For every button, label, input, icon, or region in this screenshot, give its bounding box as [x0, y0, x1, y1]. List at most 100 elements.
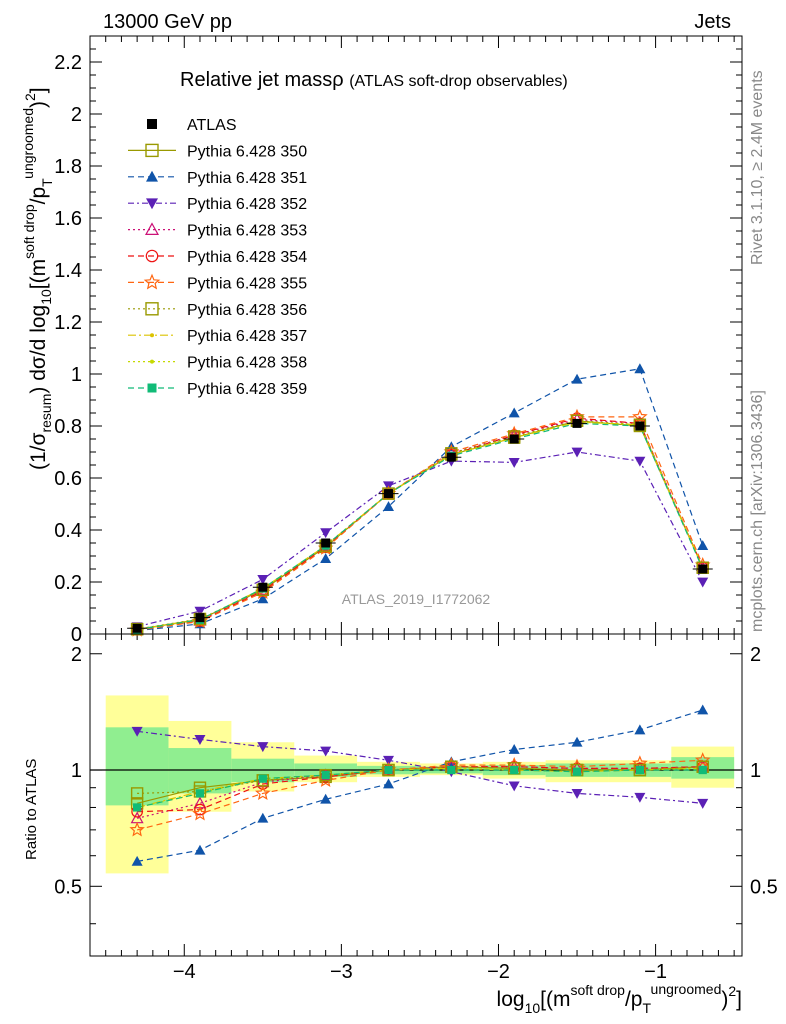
- series-351-point-main: [257, 593, 269, 604]
- y-tick-label-main: 0: [71, 624, 82, 646]
- series-359-point-ratio: [321, 771, 330, 780]
- legend-entry-355: Pythia 6.428 355: [128, 273, 307, 292]
- series-359-point-ratio: [447, 765, 456, 775]
- series-359-point-ratio: [258, 774, 267, 783]
- legend-marker: [150, 333, 154, 338]
- legend-label: Pythia 6.428 358: [187, 355, 307, 372]
- series-351-point-ratio: [697, 704, 709, 715]
- y-tick-label-main: 2.2: [54, 52, 82, 74]
- series-351-point-ratio: [571, 736, 583, 747]
- legend-entry-354: Pythia 6.428 354: [128, 249, 307, 266]
- series-356-point-ratio: [130, 787, 144, 800]
- y-tick-label-main: 0.8: [54, 416, 82, 438]
- legend-entry-atlas: ATLAS: [147, 117, 237, 134]
- y-tick-label-main: 0.2: [54, 572, 82, 594]
- series-350-line-ratio: [136, 766, 703, 804]
- series-357-line-main: [137, 421, 704, 631]
- series-lines: [136, 368, 704, 862]
- series-351-point-ratio: [194, 844, 206, 855]
- rivet-version-label: Rivet 3.1.10, ≥ 2.4M events: [749, 70, 766, 265]
- series-352-point-ratio: [320, 746, 332, 757]
- legend-marker: [145, 249, 159, 263]
- series-356-point-ratio: [382, 763, 395, 777]
- series-351-point-main: [571, 373, 583, 384]
- analysis-watermark: ATLAS_2019_I1772062: [342, 591, 491, 607]
- legend-marker: [146, 198, 158, 210]
- legend-label: Pythia 6.428 351: [187, 170, 307, 187]
- legend-marker: [144, 222, 160, 235]
- series-355-point-ratio: [192, 805, 208, 821]
- atlas-point: [635, 421, 645, 431]
- series-355-line-ratio: [136, 759, 703, 831]
- header-energy-label: 13000 GeV pp: [103, 11, 232, 33]
- series-352-point-main: [194, 606, 206, 617]
- series-351-point-main: [508, 407, 520, 418]
- legend-label: Pythia 6.428 354: [187, 249, 307, 266]
- y-tick-label-ratio: 1: [71, 760, 82, 782]
- series-markers: [127, 363, 713, 866]
- series-352-point-ratio: [571, 788, 583, 799]
- atlas-point: [132, 623, 142, 633]
- series-359-point-ratio: [635, 765, 645, 775]
- series-352-point-main: [634, 456, 646, 467]
- series-352-point-main: [508, 458, 520, 468]
- header-jets-label: Jets: [694, 11, 731, 33]
- legend-entry-358: Pythia 6.428 358: [128, 355, 307, 372]
- mcplots-reference-label: mcplots.cern.ch [arXiv:1306.3436]: [749, 390, 766, 632]
- series-351-point-main: [697, 540, 709, 550]
- legend-marker: [145, 302, 159, 316]
- y-tick-label-ratio: 2: [71, 644, 82, 666]
- series-351-point-main: [320, 553, 332, 563]
- plot-title: Relative jet massρ (ATLAS soft-drop obse…: [180, 69, 568, 91]
- legend-entry-352: Pythia 6.428 352: [128, 196, 307, 213]
- series-355-point-ratio: [129, 821, 145, 837]
- y-tick-label-ratio-right: 2: [750, 644, 761, 666]
- series-359-point-ratio: [698, 765, 707, 775]
- atlas-point: [446, 452, 456, 462]
- atlas-point: [572, 418, 582, 428]
- atlas-point: [321, 538, 331, 548]
- legend-marker: [145, 143, 159, 158]
- series-352-point-ratio: [257, 742, 269, 753]
- legend-label: Pythia 6.428 352: [187, 196, 307, 213]
- y-tick-label-main: 2: [71, 104, 82, 126]
- legend-marker: [150, 359, 154, 364]
- series-351-point-ratio: [257, 812, 269, 823]
- series-351-point-main: [383, 501, 395, 511]
- legend-label: Pythia 6.428 356: [187, 302, 307, 319]
- legend-entry-359: Pythia 6.428 359: [128, 381, 307, 398]
- series-355-line-main: [137, 416, 704, 631]
- atlas-point: [258, 582, 268, 592]
- ratio-y-axis-label: Ratio to ATLAS: [23, 759, 40, 860]
- series-352-point-ratio: [697, 798, 709, 809]
- series-356-point-main: [130, 622, 144, 636]
- legend-entry-353: Pythia 6.428 353: [128, 222, 307, 240]
- series-352-point-main: [697, 577, 709, 588]
- y-tick-label-main: 1.8: [54, 156, 82, 178]
- series-352-point-ratio: [383, 755, 395, 766]
- legend-marker-atlas: [147, 119, 157, 129]
- x-tick-label: −1: [644, 961, 667, 983]
- legend-label: Pythia 6.428 355: [187, 275, 307, 292]
- plot-subtitle: (ATLAS soft-drop observables): [349, 73, 567, 90]
- legend-entry-357: Pythia 6.428 357: [128, 328, 307, 345]
- series-351-point-main: [634, 363, 646, 374]
- y-tick-label-main: 1.2: [54, 312, 82, 334]
- y-tick-label-ratio-right: 1: [750, 760, 761, 782]
- series-352-point-ratio: [194, 735, 206, 745]
- series-351-point-ratio: [320, 793, 332, 804]
- series-359-line-ratio: [136, 769, 703, 809]
- series-359-point-ratio: [384, 765, 393, 775]
- series-352-point-ratio: [634, 792, 646, 803]
- y-tick-label-main: 0.4: [54, 520, 82, 542]
- y-tick-label-ratio-right: 0.5: [750, 876, 778, 898]
- legend-entry-351: Pythia 6.428 351: [128, 170, 307, 187]
- x-tick-label: −4: [173, 961, 196, 983]
- x-tick-label: −3: [330, 961, 353, 983]
- series-351-point-ratio: [634, 724, 646, 735]
- atlas-point: [195, 613, 205, 623]
- series-352-point-main: [571, 447, 583, 458]
- atlas-point: [509, 434, 519, 444]
- y-tick-label-main: 1.4: [54, 260, 82, 282]
